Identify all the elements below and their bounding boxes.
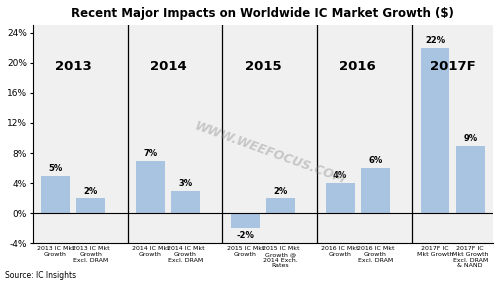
- Text: -2%: -2%: [236, 231, 254, 240]
- Text: 2017F: 2017F: [430, 60, 476, 73]
- Text: 3%: 3%: [178, 179, 192, 188]
- Bar: [231, 213, 260, 228]
- Title: Recent Major Impacts on Worldwide IC Market Growth ($): Recent Major Impacts on Worldwide IC Mar…: [72, 7, 454, 20]
- Text: 6%: 6%: [368, 157, 382, 166]
- Bar: [266, 198, 295, 213]
- Bar: [420, 48, 450, 213]
- Bar: [326, 183, 354, 213]
- Bar: [361, 168, 390, 213]
- Text: 2013: 2013: [54, 60, 92, 73]
- Bar: [171, 191, 200, 213]
- Text: 2015: 2015: [244, 60, 281, 73]
- Bar: [76, 198, 105, 213]
- Text: Source: IC Insights: Source: IC Insights: [5, 271, 76, 280]
- Text: 5%: 5%: [48, 164, 62, 173]
- Text: 2%: 2%: [274, 187, 287, 196]
- Bar: [456, 146, 484, 213]
- Text: 2014: 2014: [150, 60, 186, 73]
- Text: 2%: 2%: [84, 187, 98, 196]
- Text: 7%: 7%: [144, 149, 158, 158]
- Text: 2016: 2016: [340, 60, 376, 73]
- Text: 22%: 22%: [425, 36, 445, 45]
- Bar: [136, 160, 165, 213]
- Text: WWW.WEEFOCUS.COM: WWW.WEEFOCUS.COM: [192, 120, 348, 187]
- Text: 9%: 9%: [463, 134, 477, 143]
- Bar: [41, 176, 70, 213]
- Text: 4%: 4%: [333, 171, 347, 180]
